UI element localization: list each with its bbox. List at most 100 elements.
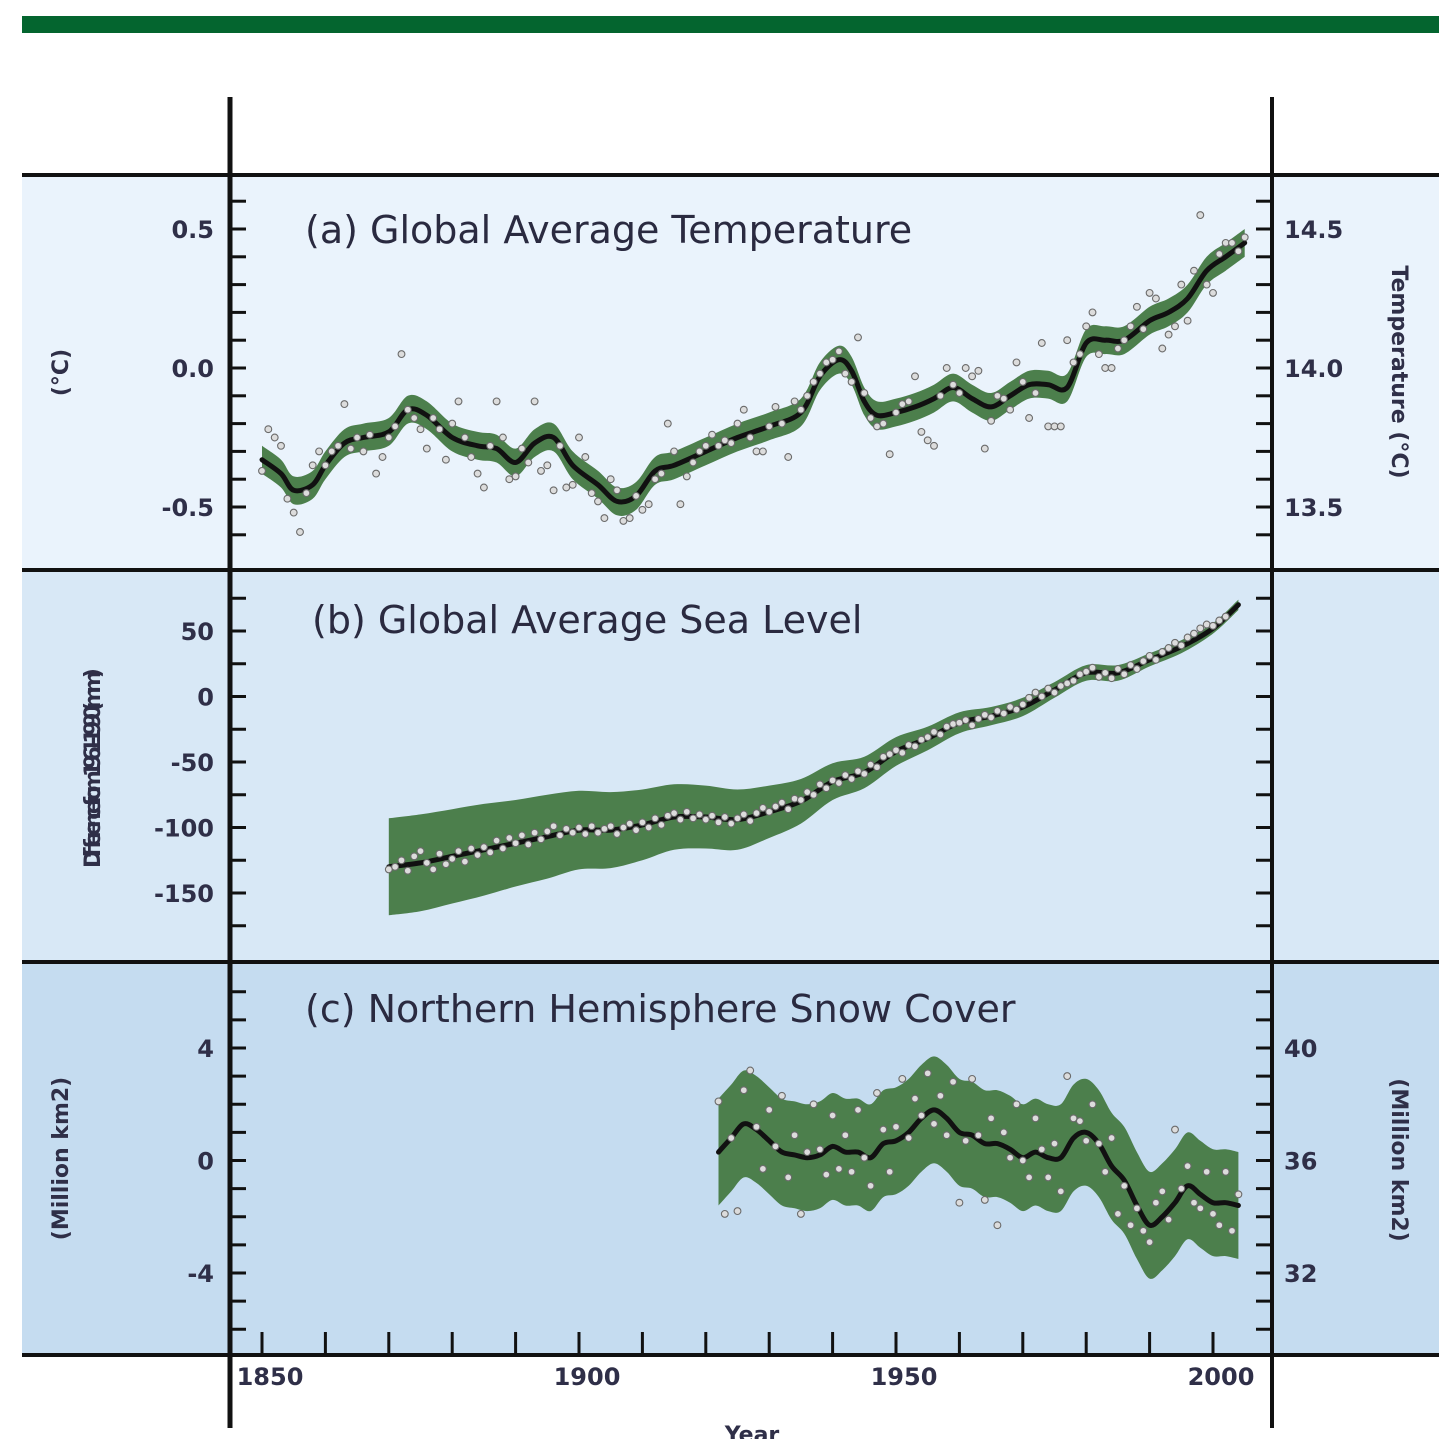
y-tick-label: -0.5	[162, 494, 214, 522]
data-point	[498, 844, 507, 853]
data-point	[968, 1074, 977, 1083]
data-point	[980, 444, 989, 453]
data-point	[993, 1221, 1002, 1230]
data-point	[1006, 405, 1015, 414]
data-point	[372, 469, 381, 478]
data-point	[1037, 1145, 1046, 1154]
data-point	[720, 1209, 729, 1218]
data-point	[790, 397, 799, 406]
data-point	[999, 1128, 1008, 1137]
data-point	[1158, 648, 1167, 656]
y-axis-label: (°C)	[49, 349, 74, 396]
data-point	[1101, 364, 1110, 372]
data-point	[644, 823, 653, 832]
y-tick-label: -50	[171, 749, 214, 777]
data-point	[765, 807, 774, 816]
data-point	[714, 1097, 723, 1106]
data-point	[917, 1111, 926, 1120]
data-point	[530, 397, 539, 406]
data-point	[904, 1134, 913, 1142]
y-axis-label: Difference from 1961-1990 (mm)	[81, 668, 106, 868]
data-point	[993, 706, 1002, 715]
data-point	[441, 860, 450, 869]
data-point	[904, 741, 913, 749]
data-point	[467, 844, 476, 853]
y-axis-right-label: Temperature (°C)	[1386, 265, 1411, 478]
uncertainty-band	[388, 599, 1239, 916]
data-point	[676, 815, 685, 824]
x-tick-label: 1900	[554, 1363, 621, 1391]
data-point	[803, 1148, 812, 1157]
data-point	[594, 497, 602, 506]
y-tick-label: 0.5	[171, 216, 214, 244]
data-point	[714, 818, 723, 827]
top-accent-bar	[22, 16, 1439, 33]
data-point	[1139, 1226, 1148, 1235]
data-point	[777, 419, 786, 428]
data-point	[892, 1122, 900, 1131]
y-tick-label: 50	[181, 618, 214, 646]
data-point	[898, 400, 907, 409]
panel-b: 50 0 -50 -100 -150 Difference from 1961-1990 …	[81, 596, 1272, 928]
data-point	[771, 1142, 780, 1151]
data-point	[1183, 1162, 1192, 1171]
data-point	[524, 458, 533, 467]
data-point	[714, 441, 723, 450]
data-point	[1101, 1167, 1110, 1176]
data-point	[416, 847, 425, 856]
data-point	[651, 814, 660, 823]
y-tick-label: 0	[197, 684, 214, 712]
data-point	[1069, 1114, 1078, 1123]
data-point	[1126, 1221, 1135, 1230]
data-point	[803, 391, 812, 400]
data-point	[1088, 1100, 1097, 1109]
data-point	[796, 1209, 805, 1218]
data-point	[1018, 377, 1027, 386]
data-point	[1069, 358, 1078, 367]
data-point	[384, 433, 393, 442]
data-point	[1037, 339, 1046, 347]
data-point	[809, 1100, 818, 1109]
data-point	[1196, 211, 1205, 220]
y-tick-label: -150	[154, 880, 214, 908]
data-point	[708, 430, 717, 439]
data-point	[727, 1134, 736, 1142]
data-point	[784, 453, 793, 461]
data-point	[1151, 655, 1160, 664]
data-point	[1088, 663, 1097, 672]
data-point	[657, 469, 666, 478]
data-point	[841, 369, 850, 378]
data-point	[403, 866, 412, 875]
x-tick-label: 1950	[871, 1363, 938, 1391]
data-point	[460, 857, 469, 866]
data-point	[841, 771, 850, 780]
data-point	[695, 447, 704, 456]
data-point	[942, 364, 951, 372]
data-point	[410, 852, 419, 861]
data-point	[771, 802, 780, 811]
data-point	[758, 1164, 767, 1173]
data-point	[1113, 665, 1122, 673]
data-point	[1107, 674, 1116, 683]
data-point	[1215, 250, 1224, 258]
data-point	[796, 405, 805, 414]
data-point	[968, 372, 977, 381]
data-point	[974, 366, 983, 375]
data-point	[860, 769, 869, 778]
data-point	[1063, 1072, 1072, 1081]
data-point	[879, 752, 888, 761]
data-point	[1101, 668, 1110, 677]
data-point	[904, 397, 913, 406]
data-point	[720, 813, 729, 821]
data-point	[1221, 612, 1230, 621]
uncertainty-band	[262, 229, 1245, 516]
data-point	[346, 444, 355, 453]
data-point	[657, 820, 666, 829]
data-point	[1120, 1181, 1129, 1190]
data-point	[1164, 330, 1173, 339]
data-point	[568, 480, 577, 489]
data-point	[1171, 322, 1179, 331]
data-point	[1132, 665, 1141, 673]
data-point	[511, 472, 520, 481]
data-point	[676, 500, 685, 509]
